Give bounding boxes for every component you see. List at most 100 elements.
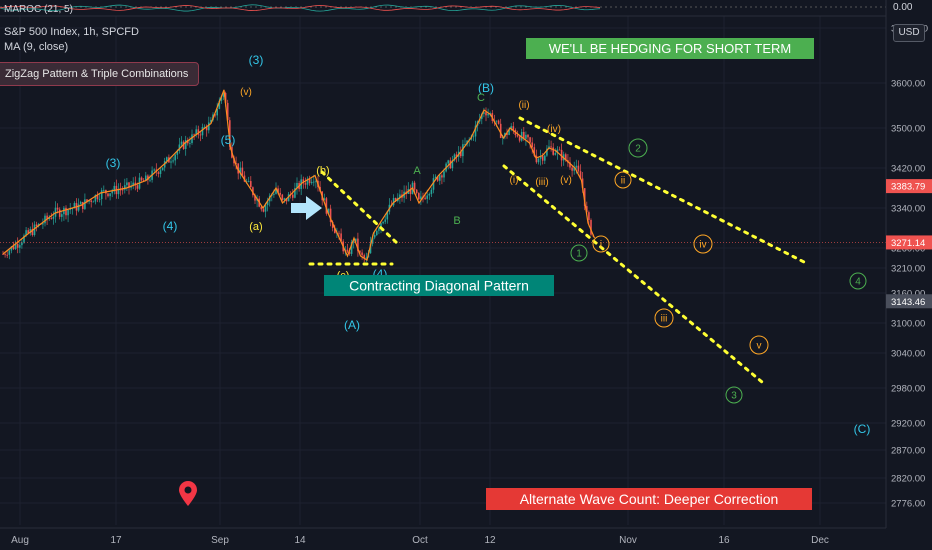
candle-215 [453, 153, 456, 162]
candle-76 [161, 167, 164, 171]
candle-93 [197, 125, 200, 139]
y-tick-11: 2920.00 [891, 419, 925, 430]
indicator-title: MAROC (21, 5) [4, 4, 73, 15]
candle-274 [577, 160, 580, 173]
candle-46 [98, 193, 101, 203]
candle-31 [67, 209, 69, 223]
candle-78 [166, 156, 168, 164]
indicator-button[interactable]: ZigZag Pattern & Triple Combinations [0, 62, 200, 86]
candle-10 [23, 233, 25, 244]
candle-220 [464, 137, 466, 146]
candle-50 [107, 193, 109, 198]
x-tick-5: 12 [484, 535, 496, 546]
candle-127 [268, 193, 271, 207]
candle-147 [310, 178, 313, 185]
candle-247 [520, 128, 523, 142]
candle-53 [113, 182, 116, 195]
x-tick-8: Dec [811, 535, 829, 546]
candle-28 [61, 211, 63, 222]
candle-186 [392, 194, 395, 208]
x-tick-2: Sep [211, 535, 229, 546]
y-tick-3: 3420.00 [891, 164, 925, 175]
candle-6 [14, 240, 17, 251]
candle-25 [54, 201, 57, 223]
svg-text:v: v [757, 341, 762, 352]
candle-55 [117, 183, 120, 199]
annotations: WE'LL BE HEDGING FOR SHORT TERM Contracti… [179, 38, 814, 510]
wave-label-1: (v) [240, 87, 252, 98]
candle-47 [100, 187, 103, 206]
wave-label-18: (v) [560, 175, 572, 186]
candle-181 [382, 221, 384, 225]
candle-249 [525, 131, 527, 146]
svg-text:ii: ii [621, 176, 625, 187]
trendline-2 [518, 116, 806, 264]
candle-173 [365, 252, 368, 262]
candle-63 [134, 176, 137, 191]
candle-199 [420, 190, 422, 205]
y-tick-9: 3040.00 [891, 349, 925, 360]
y-tick-7: 3160.00 [891, 289, 925, 300]
x-tick-0: Aug [11, 535, 29, 546]
candle-167 [352, 239, 355, 249]
candle-84 [178, 137, 181, 154]
candle-183 [386, 211, 389, 224]
trendline-0 [320, 170, 400, 246]
candle-132 [279, 188, 281, 197]
candle-254 [535, 149, 538, 164]
candle-70 [149, 174, 151, 183]
svg-text:3143.46: 3143.46 [891, 297, 925, 308]
wave-label-11: B [453, 215, 460, 227]
candle-60 [128, 181, 130, 195]
candle-208 [439, 173, 441, 185]
alternate-note: Alternate Wave Count: Deeper Correction [486, 488, 812, 510]
candle-45 [96, 191, 99, 203]
candle-3 [8, 248, 11, 260]
candle-203 [428, 192, 431, 200]
candle-210 [443, 168, 445, 183]
candle-67 [142, 178, 145, 182]
candle-164 [346, 243, 349, 253]
candle-7 [16, 237, 19, 254]
wave-label-17: (iii) [535, 177, 548, 188]
candle-37 [79, 200, 82, 205]
candle-33 [71, 207, 74, 215]
wave-label-14: (ii) [518, 100, 529, 111]
candle-38 [82, 201, 84, 213]
candle-58 [124, 178, 126, 194]
candle-198 [418, 192, 420, 201]
candle-73 [155, 163, 158, 177]
y-tick-1: 3600.00 [891, 79, 925, 90]
ma-line [2, 89, 596, 261]
wave-label-16: (i) [510, 175, 519, 186]
y-tick-10: 2980.00 [891, 384, 925, 395]
candle-89 [189, 136, 191, 148]
svg-text:WE'LL BE HEDGING FOR SHORT TER: WE'LL BE HEDGING FOR SHORT TERM [549, 41, 792, 56]
candle-101 [214, 114, 216, 118]
candle-250 [527, 134, 529, 143]
y-tick-8: 3100.00 [891, 319, 925, 330]
svg-text:4: 4 [855, 277, 861, 288]
candle-271 [571, 165, 573, 177]
candle-177 [373, 232, 376, 240]
candle-102 [216, 102, 218, 121]
grid [0, 16, 886, 525]
circled-label-0: 2 [628, 138, 648, 158]
candle-149 [315, 179, 317, 189]
circled-label-4: iv [693, 234, 713, 254]
candle-258 [544, 154, 546, 165]
candle-74 [157, 171, 160, 178]
candle-243 [512, 121, 515, 134]
currency-button[interactable]: USD [893, 24, 925, 42]
candle-161 [340, 228, 342, 242]
candle-138 [292, 189, 294, 201]
candle-219 [462, 139, 464, 163]
x-tick-4: Oct [412, 535, 428, 546]
candle-39 [84, 193, 86, 210]
candle-9 [21, 239, 23, 249]
candle-72 [153, 168, 155, 173]
wave-label-13: C [477, 92, 485, 104]
candle-51 [109, 193, 111, 201]
svg-text:Alternate Wave Count: Deeper C: Alternate Wave Count: Deeper Correction [520, 491, 779, 507]
candle-242 [510, 123, 512, 132]
